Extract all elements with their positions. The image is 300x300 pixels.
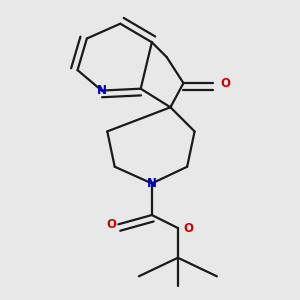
Text: N: N bbox=[147, 177, 157, 190]
Text: N: N bbox=[97, 84, 107, 97]
Text: O: O bbox=[183, 221, 194, 235]
Text: O: O bbox=[220, 76, 231, 90]
Text: O: O bbox=[106, 218, 117, 231]
